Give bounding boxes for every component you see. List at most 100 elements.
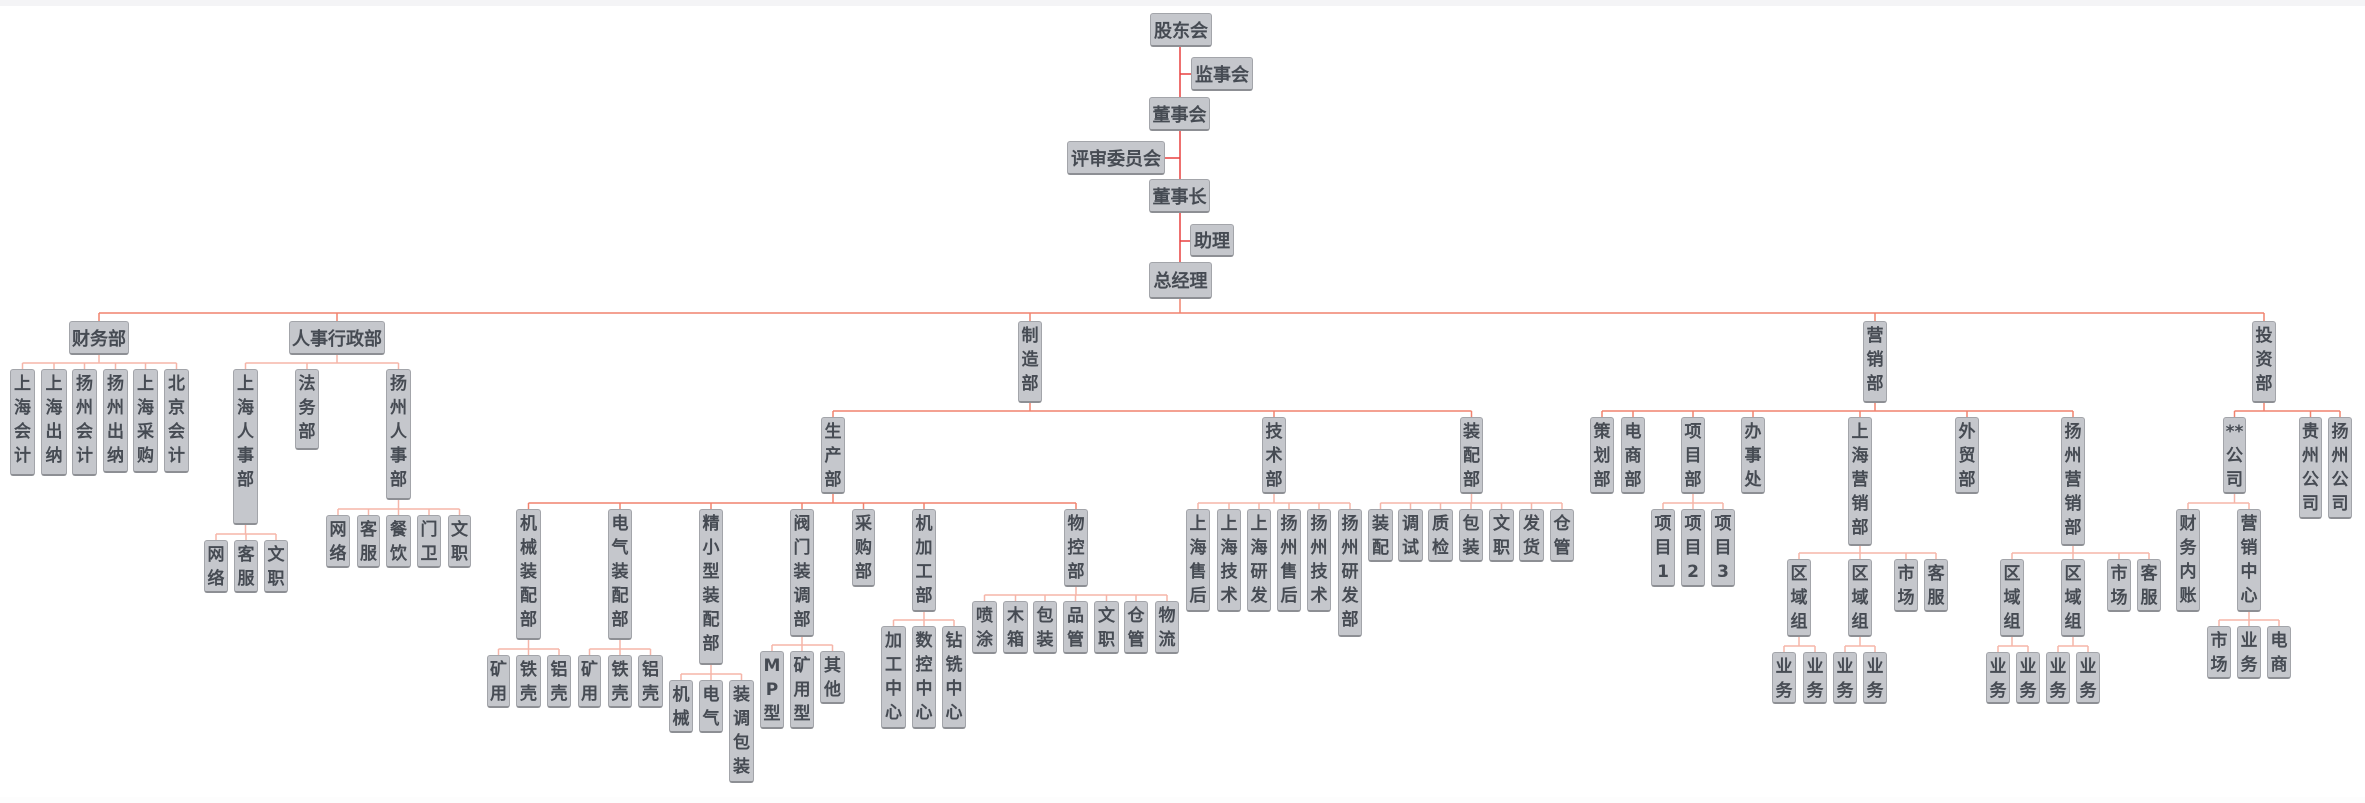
org-node[interactable]: 装配 <box>1368 509 1393 562</box>
org-node[interactable]: 上海人事部 <box>233 369 258 525</box>
org-node[interactable]: 董事长 <box>1149 179 1210 213</box>
org-node[interactable]: 业务 <box>2076 652 2100 704</box>
org-node[interactable]: 装调包装 <box>729 680 754 783</box>
org-node[interactable]: 法务部 <box>295 369 319 450</box>
org-node[interactable]: 投资部 <box>2252 321 2276 403</box>
org-node[interactable]: 客服 <box>357 515 380 568</box>
org-node[interactable]: 扬州研发部 <box>1338 509 1362 637</box>
org-node[interactable]: 技术部 <box>1262 417 1286 494</box>
org-node[interactable]: 市场 <box>2107 559 2131 612</box>
org-node[interactable]: 客服 <box>1924 559 1948 612</box>
org-node[interactable]: 铁壳 <box>516 655 541 708</box>
org-node[interactable]: 铝壳 <box>638 655 663 708</box>
org-node[interactable]: 北京会计 <box>164 369 189 473</box>
org-node[interactable]: 项目部 <box>1681 417 1705 494</box>
org-node[interactable]: 区域组 <box>1787 559 1811 637</box>
org-node[interactable]: 机加工部 <box>912 509 936 612</box>
org-node[interactable]: 电气装配部 <box>608 509 632 640</box>
org-node[interactable]: 电商 <box>2267 626 2291 679</box>
org-node[interactable]: 电气 <box>699 680 723 733</box>
org-node[interactable]: 门卫 <box>417 515 441 568</box>
org-node[interactable]: 机械装配部 <box>516 509 541 640</box>
org-node[interactable]: 生产部 <box>821 417 845 494</box>
org-node[interactable]: 装配部 <box>1460 417 1483 494</box>
org-node[interactable]: 策划部 <box>1590 417 1614 494</box>
org-node[interactable]: 矿用 <box>487 655 510 708</box>
org-node[interactable]: 数控中心 <box>912 626 936 729</box>
org-node[interactable]: 铁壳 <box>608 655 632 708</box>
org-node[interactable]: 业务 <box>1833 652 1857 704</box>
org-node[interactable]: 扬州营销部 <box>2061 417 2085 546</box>
org-node[interactable]: 监事会 <box>1191 57 1253 91</box>
org-node[interactable]: 扬州会计 <box>72 369 97 476</box>
org-node[interactable]: 助理 <box>1190 224 1234 257</box>
org-node[interactable]: 区域组 <box>1848 559 1872 637</box>
org-node[interactable]: 评审委员会 <box>1067 141 1165 175</box>
org-node[interactable]: 矿用型 <box>790 651 814 729</box>
org-node[interactable]: 业务 <box>2237 626 2261 679</box>
org-node[interactable]: 网络 <box>326 515 350 568</box>
org-node[interactable]: 文职 <box>1489 509 1514 562</box>
org-node[interactable]: 项目1 <box>1651 509 1675 587</box>
org-node[interactable]: 区域组 <box>2061 559 2085 637</box>
org-node[interactable]: 外贸部 <box>1955 417 1979 494</box>
org-node[interactable]: 文职 <box>1094 601 1119 654</box>
org-node[interactable]: 矿用 <box>578 655 601 708</box>
org-node[interactable]: 阀门装调部 <box>790 509 814 637</box>
org-node[interactable]: 扬州售后 <box>1277 509 1301 612</box>
org-node[interactable]: 业务 <box>1863 652 1887 704</box>
org-node[interactable]: 仓管 <box>1124 601 1148 654</box>
org-node[interactable]: 精小型装配部 <box>699 509 723 665</box>
org-node[interactable]: 办事处 <box>1741 417 1765 494</box>
org-node[interactable]: **公司 <box>2223 417 2246 494</box>
org-node[interactable]: 客服 <box>234 540 258 593</box>
org-node[interactable]: 扬州出纳 <box>103 369 128 473</box>
org-node[interactable]: MP型 <box>760 651 784 729</box>
org-node[interactable]: 餐饮 <box>386 515 411 568</box>
org-node[interactable]: 业务 <box>1803 652 1827 704</box>
org-node[interactable]: 物控部 <box>1064 509 1088 587</box>
org-node[interactable]: 上海售后 <box>1186 509 1210 612</box>
org-node[interactable]: 财务内账 <box>2176 509 2200 612</box>
org-node[interactable]: 市场 <box>1894 559 1918 612</box>
org-node[interactable]: 木箱 <box>1003 601 1028 654</box>
org-node[interactable]: 发货 <box>1519 509 1544 562</box>
org-node[interactable]: 总经理 <box>1149 262 1212 299</box>
org-node[interactable]: 扬州人事部 <box>386 369 411 500</box>
org-node[interactable]: 董事会 <box>1149 97 1210 131</box>
org-node[interactable]: 网络 <box>204 540 228 593</box>
org-node[interactable]: 上海研发 <box>1247 509 1271 612</box>
org-node[interactable]: 业务 <box>2046 652 2070 704</box>
org-node[interactable]: 喷涂 <box>972 601 997 654</box>
org-node[interactable]: 物流 <box>1155 601 1179 654</box>
org-node[interactable]: 机械 <box>669 680 693 733</box>
org-node[interactable]: 扬州技术 <box>1307 509 1331 612</box>
org-node[interactable]: 人事行政部 <box>289 321 385 355</box>
org-node[interactable]: 包装 <box>1033 601 1057 654</box>
org-node[interactable]: 业务 <box>2016 652 2040 704</box>
org-node[interactable]: 电商部 <box>1621 417 1645 494</box>
org-node[interactable]: 扬州公司 <box>2328 417 2352 519</box>
org-node[interactable]: 上海技术 <box>1217 509 1241 612</box>
org-node[interactable]: 营销部 <box>1863 321 1887 403</box>
org-node[interactable]: 贵州公司 <box>2299 417 2322 519</box>
org-node[interactable]: 业务 <box>1986 652 2010 704</box>
org-node[interactable]: 采购部 <box>852 509 875 587</box>
org-node[interactable]: 制造部 <box>1018 321 1042 403</box>
org-node[interactable]: 上海出纳 <box>41 369 67 476</box>
org-node[interactable]: 调试 <box>1398 509 1423 562</box>
org-node[interactable]: 文职 <box>264 540 288 593</box>
org-node[interactable]: 项目3 <box>1711 509 1735 587</box>
org-node[interactable]: 包装 <box>1459 509 1483 562</box>
org-node[interactable]: 上海会计 <box>10 369 35 476</box>
org-node[interactable]: 上海营销部 <box>1848 417 1872 546</box>
org-node[interactable]: 品管 <box>1063 601 1088 654</box>
org-node[interactable]: 市场 <box>2207 626 2231 679</box>
org-node[interactable]: 财务部 <box>69 321 129 355</box>
org-node[interactable]: 钻铣中心 <box>942 626 966 729</box>
org-node[interactable]: 加工中心 <box>881 626 906 729</box>
org-node[interactable]: 区域组 <box>2000 559 2024 637</box>
org-node[interactable]: 其他 <box>820 651 845 704</box>
org-node[interactable]: 营销中心 <box>2237 509 2261 612</box>
org-node[interactable]: 项目2 <box>1681 509 1705 587</box>
